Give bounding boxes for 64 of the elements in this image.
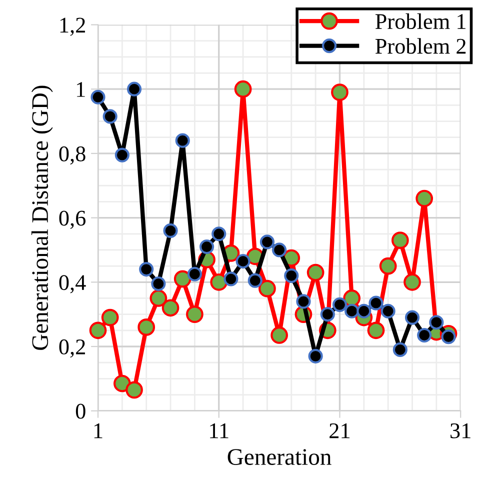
point	[210, 273, 228, 291]
point	[380, 304, 396, 318]
point	[260, 234, 275, 250]
point	[90, 90, 106, 104]
point	[236, 254, 250, 269]
legend-label: Problem 2	[375, 38, 466, 54]
point	[368, 296, 384, 310]
point	[416, 190, 434, 208]
point	[234, 80, 252, 98]
x-tick-label: 11	[210, 423, 228, 438]
point	[151, 276, 166, 292]
point	[89, 322, 107, 340]
point	[392, 342, 408, 358]
point	[174, 270, 192, 288]
y-tick-label: 1	[77, 82, 85, 97]
point	[138, 318, 156, 336]
point	[308, 348, 323, 364]
point	[248, 273, 262, 288]
point	[224, 272, 238, 286]
point	[258, 280, 276, 298]
y-tick-label: 1,2	[60, 18, 85, 36]
y-tick-label: 0,8	[59, 146, 86, 165]
legend-label: Problem 1	[375, 13, 466, 30]
point	[101, 308, 119, 326]
point	[429, 315, 444, 330]
point	[163, 223, 178, 238]
point	[126, 82, 142, 96]
point	[199, 239, 214, 254]
point	[441, 330, 456, 344]
point	[162, 299, 180, 317]
x-tick-label: 31	[450, 423, 470, 438]
y-axis-title: Generational Distance (GD)	[31, 86, 53, 350]
point	[417, 328, 432, 343]
point	[296, 294, 311, 309]
point	[284, 268, 299, 284]
x-tick-label: 1	[94, 423, 102, 438]
point	[379, 257, 397, 275]
x-tick-label: 21	[330, 423, 350, 438]
y-tick-label: 0,4	[59, 275, 86, 294]
point	[126, 381, 143, 399]
point	[212, 226, 226, 242]
point	[404, 310, 420, 325]
point	[150, 290, 168, 307]
point	[272, 242, 287, 258]
point	[332, 297, 348, 312]
point	[404, 273, 421, 291]
point	[187, 266, 202, 282]
point	[320, 307, 335, 322]
point	[114, 148, 130, 162]
point	[306, 264, 324, 282]
y-tick-label: 0,6	[59, 210, 86, 229]
point	[344, 304, 360, 318]
x-axis-title: Generation	[228, 449, 332, 465]
y-tick-label: 0,2	[59, 339, 85, 358]
point	[331, 84, 348, 101]
y-tick-label: 0	[76, 404, 86, 419]
point	[139, 262, 154, 277]
point	[186, 306, 204, 324]
point	[367, 322, 385, 340]
point	[175, 133, 190, 148]
point	[102, 109, 118, 124]
point	[356, 304, 372, 318]
point	[391, 232, 409, 250]
point	[270, 326, 288, 344]
